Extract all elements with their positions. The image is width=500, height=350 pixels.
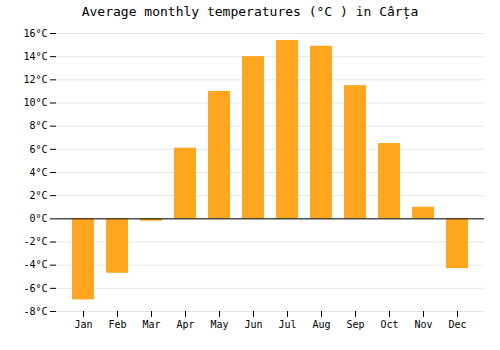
svg-text:8°C: 8°C [29,120,47,131]
svg-text:Oct: Oct [380,319,398,330]
svg-text:Apr: Apr [176,319,194,330]
svg-text:Feb: Feb [108,319,126,330]
svg-text:Jan: Jan [74,319,92,330]
svg-text:-8°C: -8°C [23,306,47,317]
svg-text:Sep: Sep [346,319,364,330]
svg-text:0°C: 0°C [29,213,47,224]
svg-text:May: May [210,319,228,330]
svg-text:Jul: Jul [278,319,296,330]
svg-text:6°C: 6°C [29,144,47,155]
svg-text:2°C: 2°C [29,190,47,201]
svg-text:Aug: Aug [312,319,330,330]
svg-text:Nov: Nov [414,319,432,330]
svg-text:4°C: 4°C [29,167,47,178]
svg-text:14°C: 14°C [23,51,47,62]
svg-text:Dec: Dec [448,319,466,330]
svg-text:-6°C: -6°C [23,283,47,294]
html-text:Average monthly temperatures (: Average monthly temperatures (°C ) in Câ… [81,4,419,19]
svg-text:-4°C: -4°C [23,259,47,270]
svg-text:16°C: 16°C [23,28,47,39]
svg-text:12°C: 12°C [23,74,47,85]
svg-text:Jun: Jun [244,319,262,330]
svg-text:Mar: Mar [142,319,160,330]
svg-text:-2°C: -2°C [23,236,47,247]
svg-text:10°C: 10°C [23,97,47,108]
